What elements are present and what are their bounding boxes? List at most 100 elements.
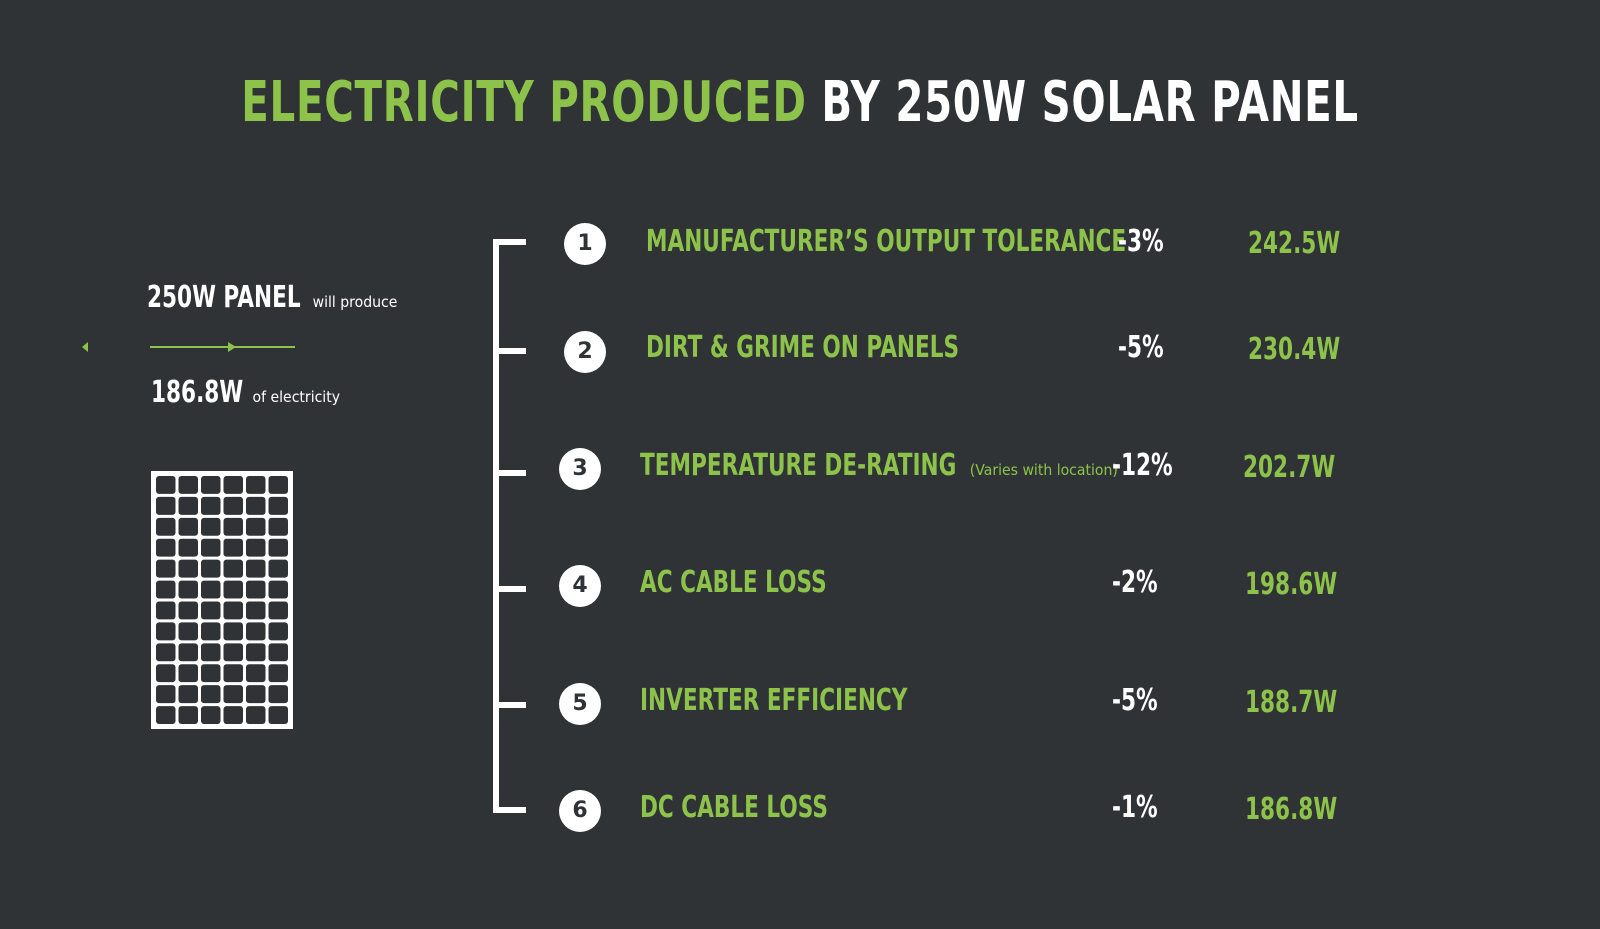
summary-output: 186.8W of electricity xyxy=(151,375,386,410)
panel-cell xyxy=(246,559,266,578)
panel-cell xyxy=(201,496,221,515)
loss-watts: 202.7W xyxy=(1243,450,1371,485)
panel-cell xyxy=(223,496,243,515)
panel-cell xyxy=(178,517,198,536)
loss-percent-text: -5% xyxy=(1112,683,1158,718)
panel-cell xyxy=(223,706,243,724)
loss-watts-text: 188.7W xyxy=(1245,685,1338,720)
panel-cell xyxy=(156,664,176,683)
panel-cell xyxy=(178,664,198,683)
panel-cell xyxy=(246,538,266,557)
loss-percent: -12% xyxy=(1112,448,1196,483)
panel-suffix: will produce xyxy=(312,293,398,311)
panel-cell xyxy=(178,476,198,494)
panel-cell xyxy=(156,706,176,724)
loss-label-text: DIRT & GRIME ON PANELS xyxy=(646,330,960,365)
left-arrowhead-icon xyxy=(82,342,88,352)
panel-cell xyxy=(201,622,221,641)
panel-cell xyxy=(246,706,266,724)
panel-frame xyxy=(151,471,293,729)
panel-cell xyxy=(156,601,176,620)
panel-cell xyxy=(268,664,288,683)
panel-cell xyxy=(223,559,243,578)
loss-watts-text: 230.4W xyxy=(1248,332,1341,367)
panel-cell xyxy=(156,517,176,536)
panel-cell xyxy=(201,664,221,683)
step-number: 4 xyxy=(559,565,601,607)
loss-label-text: DC CABLE LOSS xyxy=(640,790,828,825)
step-number: 5 xyxy=(559,683,601,725)
panel-cell xyxy=(223,622,243,641)
loss-percent-text: -5% xyxy=(1118,330,1164,365)
loss-row-4: 4 AC CABLE LOSS -2% 198.6W xyxy=(0,565,1600,615)
step-number: 2 xyxy=(564,331,606,373)
loss-label: AC CABLE LOSS xyxy=(640,565,899,600)
panel-cell xyxy=(156,538,176,557)
panel-cell xyxy=(178,685,198,704)
panel-cell xyxy=(178,538,198,557)
loss-row-2: 2 DIRT & GRIME ON PANELS -5% 230.4W xyxy=(0,328,1600,378)
loss-label-text: AC CABLE LOSS xyxy=(640,565,827,600)
panel-cell xyxy=(156,496,176,515)
title-rest: BY 250W SOLAR PANEL xyxy=(821,70,1359,135)
panel-cell xyxy=(223,517,243,536)
loss-row-1: 1 MANUFACTURER’S OUTPUT TOLERANCE -3% 24… xyxy=(0,220,1600,270)
loss-watts: 230.4W xyxy=(1248,332,1376,367)
panel-cell xyxy=(178,622,198,641)
step-number: 3 xyxy=(559,448,601,490)
loss-watts: 186.8W xyxy=(1245,792,1373,827)
panel-cell xyxy=(268,559,288,578)
loss-watts-text: 186.8W xyxy=(1245,792,1338,827)
panel-cell xyxy=(268,706,288,724)
panel-cell xyxy=(178,643,198,662)
panel-cell xyxy=(268,517,288,536)
panel-cell xyxy=(223,685,243,704)
panel-cell xyxy=(178,496,198,515)
loss-watts: 198.6W xyxy=(1245,567,1373,602)
loss-percent: -3% xyxy=(1118,224,1181,259)
loss-note: (Varies with location) xyxy=(969,461,1118,479)
panel-cell xyxy=(246,496,266,515)
panel-cell xyxy=(246,685,266,704)
solar-panel-icon xyxy=(151,471,293,729)
panel-cell xyxy=(156,476,176,494)
panel-cell xyxy=(268,622,288,641)
panel-cell xyxy=(201,517,221,536)
loss-percent-text: -2% xyxy=(1112,565,1158,600)
panel-cell xyxy=(246,622,266,641)
loss-percent-text: -1% xyxy=(1112,790,1158,825)
panel-cell xyxy=(201,476,221,494)
panel-cell xyxy=(201,601,221,620)
loss-row-6: 6 DC CABLE LOSS -1% 186.8W xyxy=(0,790,1600,840)
panel-cell xyxy=(223,580,243,599)
panel-cell xyxy=(223,643,243,662)
panel-cell xyxy=(268,643,288,662)
panel-cell xyxy=(156,643,176,662)
loss-label: TEMPERATURE DE-RATING (Varies with locat… xyxy=(640,448,1256,483)
loss-label: MANUFACTURER’S OUTPUT TOLERANCE xyxy=(646,224,1313,259)
loss-percent: -1% xyxy=(1112,790,1175,825)
panel-cell xyxy=(201,643,221,662)
panel-cell xyxy=(178,601,198,620)
loss-label: DC CABLE LOSS xyxy=(640,790,901,825)
panel-cell xyxy=(268,476,288,494)
panel-cell xyxy=(223,664,243,683)
flow-arrow-icon xyxy=(82,342,295,352)
panel-cell xyxy=(268,685,288,704)
loss-label-text: TEMPERATURE DE-RATING xyxy=(640,448,957,483)
output-suffix: of electricity xyxy=(252,388,341,406)
loss-watts-text: 202.7W xyxy=(1243,450,1336,485)
title-accent: ELECTRICITY PRODUCED xyxy=(241,70,807,135)
panel-cell xyxy=(201,706,221,724)
panel-cell xyxy=(178,559,198,578)
panel-cell xyxy=(201,559,221,578)
panel-cell xyxy=(246,517,266,536)
loss-label: DIRT & GRIME ON PANELS xyxy=(646,330,1081,365)
loss-percent: -5% xyxy=(1112,683,1175,718)
loss-percent: -2% xyxy=(1112,565,1175,600)
loss-percent-text: -3% xyxy=(1118,224,1164,259)
panel-cell xyxy=(268,496,288,515)
panel-cell xyxy=(223,601,243,620)
summary-panel: 250W PANEL will produce xyxy=(147,280,468,315)
panel-cell xyxy=(156,622,176,641)
